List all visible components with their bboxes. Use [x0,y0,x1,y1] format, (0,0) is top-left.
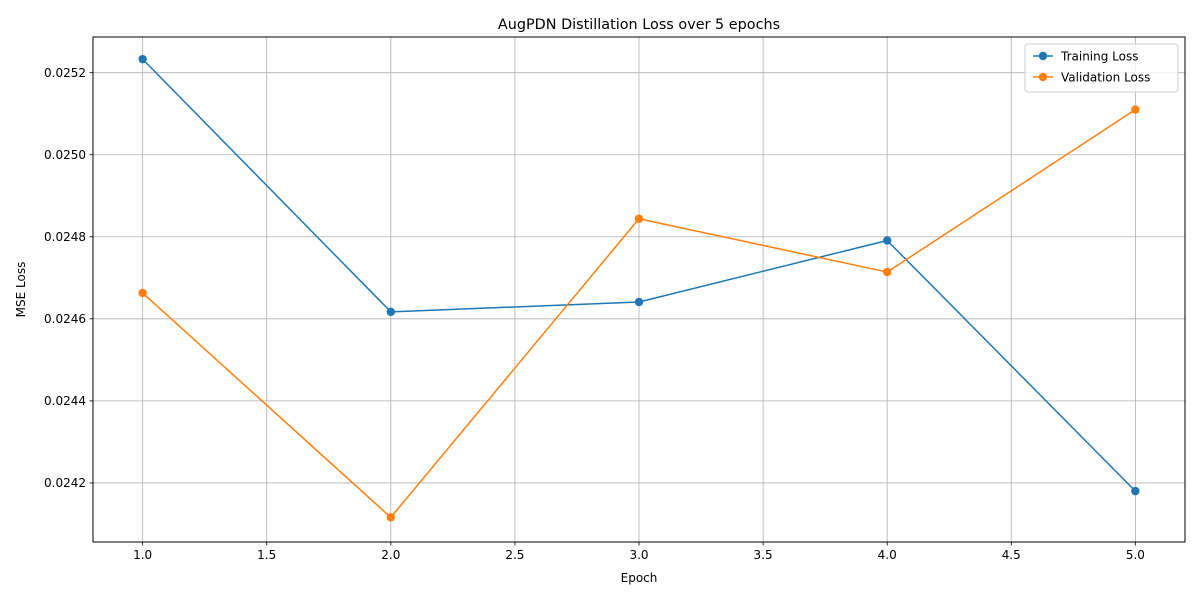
x-tick-label: 5.0 [1126,548,1145,562]
series-1 [138,105,1140,522]
data-point [1131,486,1140,496]
x-tick-label: 3.5 [754,548,773,562]
x-tick-label: 4.5 [1002,548,1021,562]
y-tick-label: 0.0246 [44,312,86,326]
data-point [882,267,892,277]
legend-swatch-marker [1038,51,1048,61]
data-point [882,236,892,245]
data-point [386,307,396,317]
x-tick-label: 3.0 [629,548,648,562]
y-tick-label: 0.0244 [44,394,86,408]
data-point [138,288,147,298]
legend-label: Training Loss [1060,49,1138,63]
ticks: 1.0 1.5 2.0 2.5 3.0 3.5 4.0 4.5 5.0 0.0242 0.0244 0… [44,66,1145,562]
data-point [1131,105,1140,114]
data-point [386,513,396,522]
y-tick-label: 0.0242 [44,476,86,490]
x-tick-label: 1.5 [257,548,276,562]
legend: Training Loss Validation Loss [1024,43,1179,93]
legend-item: Validation Loss [1033,70,1150,84]
legend-swatch-marker [1038,72,1048,82]
x-axis-label: Epoch [621,571,658,585]
data-point [634,214,644,223]
data-point [138,54,147,64]
series-0 [138,54,1140,496]
legend-label: Validation Loss [1061,70,1150,84]
legend-item: Training Loss [1033,49,1138,63]
x-tick-label: 2.0 [381,548,400,562]
y-tick-label: 0.0248 [44,230,86,244]
x-tick-label: 2.5 [505,548,524,562]
x-tick-label: 1.0 [133,548,152,562]
data-point [634,297,644,307]
x-tick-label: 4.0 [878,548,897,562]
y-tick-label: 0.0252 [44,66,86,80]
y-axis-label: MSE Loss [14,262,28,318]
legend-box [1024,43,1179,93]
y-tick-label: 0.0250 [44,148,86,162]
grid [93,37,1185,542]
chart-title: AugPDN Distillation Loss over 5 epochs [498,17,780,33]
series-layer [138,54,1140,522]
